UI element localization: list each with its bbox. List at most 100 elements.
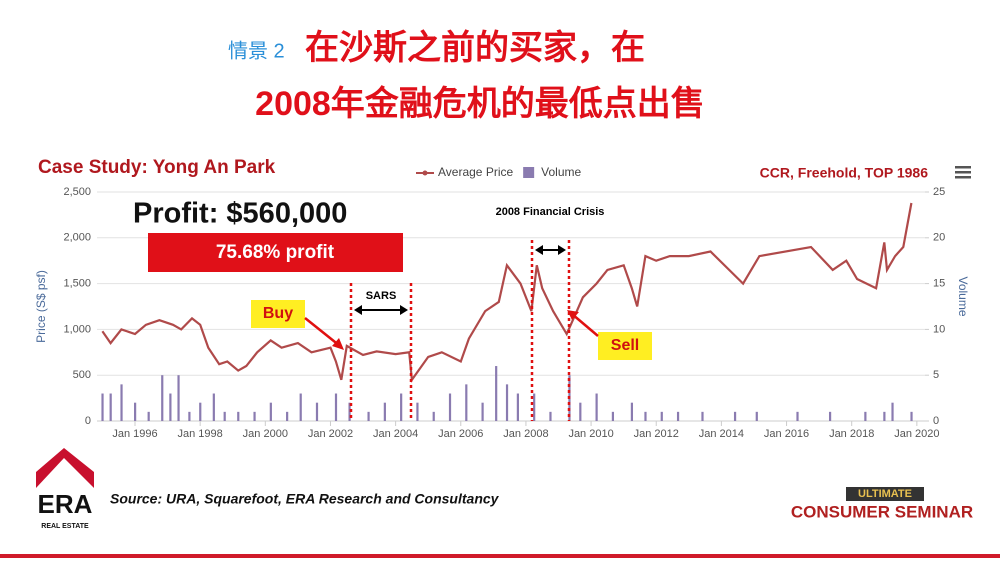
y-tick-label: 0 — [85, 415, 91, 427]
volume-bar — [595, 393, 598, 421]
x-tick-label: Jan 2012 — [634, 428, 679, 440]
volume-bar — [223, 411, 226, 421]
volume-bar — [383, 402, 386, 421]
volume-bar — [367, 411, 370, 421]
menu-icon[interactable] — [955, 166, 971, 179]
volume-bar — [644, 411, 647, 421]
x-tick-label: Jan 2006 — [438, 428, 483, 440]
sell-box — [598, 332, 652, 360]
volume-bar — [212, 393, 215, 421]
volume-bar — [199, 402, 202, 421]
volume-bar — [611, 411, 615, 421]
profit-pct: 75.68% profit — [216, 242, 335, 263]
volume-bar — [169, 393, 172, 421]
volume-bar — [188, 411, 191, 421]
y-tick-label: 1,000 — [63, 323, 91, 335]
crisis-label: 2008 Financial Crisis — [495, 206, 605, 218]
crisis-box: 2008 Financial Crisis — [495, 206, 605, 218]
y2-tick-label: 10 — [933, 323, 945, 335]
seminar-badge — [846, 487, 924, 501]
y2-tick-label: 5 — [933, 369, 939, 381]
title-line2: 2008年金融危机的最低点出售 — [255, 84, 705, 123]
buy-label: Buy — [263, 305, 293, 322]
volume-bar — [400, 393, 403, 421]
volume-bar — [891, 402, 894, 421]
volume-bar — [755, 411, 758, 421]
scenario: 情景 2 — [228, 39, 285, 62]
x-tick-label: Jan 2010 — [568, 428, 613, 440]
sell-arrow — [571, 313, 599, 337]
profit-box — [148, 233, 403, 272]
property-info: CCR, Freehold, TOP 1986 — [760, 165, 929, 181]
price-line — [101, 202, 913, 383]
volume-bar — [237, 411, 240, 421]
x-tick-label: Jan 2002 — [308, 428, 353, 440]
x-tick-label: Jan 1996 — [112, 428, 157, 440]
buy-box — [251, 300, 305, 328]
volume-bar — [109, 393, 112, 421]
x-tick-label: Jan 2018 — [829, 428, 874, 440]
y-tick-label: 500 — [73, 369, 91, 381]
volume-bar — [481, 402, 484, 421]
volume-bar — [101, 393, 104, 421]
volume-bar — [348, 402, 351, 421]
buy-arrowhead — [332, 338, 344, 350]
y2-tick-label: 20 — [933, 232, 945, 244]
y2-tick-label: 0 — [933, 415, 939, 427]
volume-bar — [448, 393, 452, 421]
y-tick-label: 2,500 — [63, 186, 91, 198]
y2-tick-label: 25 — [933, 186, 945, 198]
volume-bar — [660, 411, 663, 421]
logo-real-estate: REAL ESTATE — [41, 523, 89, 530]
volume-bar — [676, 411, 680, 421]
volume-bar — [579, 402, 582, 421]
volume-bar — [701, 411, 704, 421]
volume-bar — [516, 393, 519, 421]
annotations: Profit: $560,000 75.68% profit Buy Sell … — [133, 198, 652, 421]
title-line1: 在沙斯之前的买家，在 — [305, 29, 645, 67]
legend-label: Volume — [541, 165, 581, 179]
legend-label: Average Price — [438, 165, 513, 179]
volume-bar — [495, 366, 498, 421]
volume-bar — [505, 384, 509, 421]
x-tick-label: Jan 2016 — [764, 428, 809, 440]
logo-era: ERA — [38, 489, 93, 519]
seminar-bottom: CONSUMER SEMINAR — [791, 502, 973, 521]
y-tick-label: 1,500 — [63, 278, 91, 290]
volume-bar — [286, 411, 289, 421]
case-study: Case Study: Yong An Park — [38, 157, 276, 178]
x-tick-label: Jan 1998 — [178, 428, 223, 440]
x-tick-label: Jan 2008 — [503, 428, 548, 440]
volume-bar — [147, 411, 150, 421]
volume-bar — [432, 411, 435, 421]
y-axis-label: Price (S$ psf) — [34, 270, 48, 343]
y2-tick-label: 15 — [933, 278, 945, 290]
x-tick-label: Jan 2004 — [373, 428, 418, 440]
sell-label: Sell — [611, 337, 639, 354]
volume-bar — [549, 411, 552, 421]
volume-bar — [253, 411, 256, 421]
volume-bar — [177, 375, 180, 421]
event-lines — [349, 240, 571, 421]
volume-bar — [864, 411, 867, 421]
profit: Profit: $560,000 — [133, 198, 347, 230]
volume-bar — [883, 411, 886, 421]
legend-swatch — [523, 167, 535, 178]
volume-bar — [796, 411, 799, 421]
footer-bar — [0, 554, 1000, 558]
volume-bar — [630, 402, 634, 421]
y2-axis-label: Volume — [956, 276, 970, 316]
y-tick-label: 2,000 — [63, 232, 91, 244]
volume-bar — [910, 411, 913, 421]
x-tick-label: Jan 2000 — [243, 428, 288, 440]
volume-bar — [299, 393, 302, 421]
x-tick-label: Jan 2014 — [699, 428, 744, 440]
source: Source: URA, Squarefoot, ERA Research an… — [110, 491, 500, 507]
sars-label: SARS — [366, 290, 397, 302]
volume-bar — [416, 402, 419, 421]
era-logo: ERA REAL ESTATE — [36, 448, 94, 530]
legend-marker — [422, 170, 428, 176]
volume-bar — [828, 411, 832, 421]
